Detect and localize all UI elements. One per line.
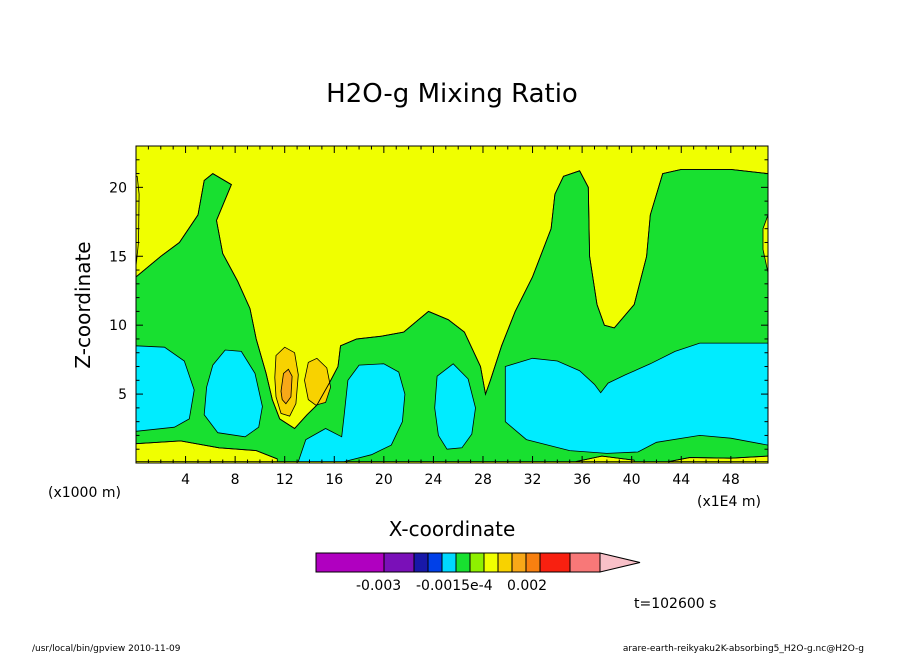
- colorbar-segment: [497, 552, 513, 573]
- x-tick-label: 48: [722, 472, 740, 488]
- orange-outer-cell-a-outline: [274, 346, 299, 417]
- x-axis-ticks: 4 8 12 16 20 24 28 32 36 40 44 48: [147, 146, 769, 488]
- contour-line-bottom-right: [575, 455, 635, 463]
- yellow-left-edge-patch-outline: [136, 175, 140, 266]
- cyan-region-center-right: [434, 363, 476, 450]
- x-tick-label: 8: [231, 472, 240, 488]
- x-tick-label: 36: [573, 472, 591, 488]
- contour-line-bottom-far-right: [668, 455, 768, 463]
- colorbar-segment: [539, 552, 571, 573]
- y-axis-title: Z-coordinate: [71, 241, 95, 368]
- yellow-bottom-left-band: [136, 440, 278, 462]
- x-tick-label: 28: [474, 472, 492, 488]
- cyan-region-left-outline: [136, 345, 195, 432]
- chart-title: H2O-g Mixing Ratio: [326, 79, 578, 109]
- x-tick-label: 44: [672, 472, 690, 488]
- yellow-right-edge-patch-outline: [762, 214, 768, 273]
- contour-fill-layer: [136, 168, 768, 463]
- cyan-region-center-right-outline: [434, 363, 476, 450]
- contour-line-top-yellow: [136, 168, 768, 430]
- y-tick-label: 20: [109, 180, 127, 196]
- colorbar-segment: [511, 552, 527, 573]
- footer-left-path: /usr/local/bin/gpview 2010-11-09: [32, 644, 181, 654]
- colorbar-segment: [427, 552, 443, 573]
- colorbar-segment: [469, 552, 485, 573]
- yellow-right-edge-patch: [763, 214, 768, 273]
- y-tick-label: 10: [109, 318, 127, 334]
- cyan-region-center: [298, 363, 405, 462]
- colorbar-segment: [383, 552, 415, 573]
- cyan-region-right: [505, 343, 768, 454]
- contour-line-bottom-left: [136, 440, 278, 460]
- x-axis-unit-label: (x1000 m): [48, 485, 121, 501]
- cyan-region-center-left-outline: [203, 349, 263, 438]
- y-tick-label: 5: [118, 387, 127, 403]
- colorbar-segment: [483, 552, 499, 573]
- cyan-region-center-outline: [297, 363, 406, 463]
- colorbar-segment: [455, 552, 471, 573]
- cyan-region-left: [136, 345, 195, 432]
- orange-outer-cell-b: [304, 358, 331, 406]
- x-tick-label: 24: [424, 472, 442, 488]
- orange-inner-cell: [281, 369, 293, 404]
- y-tick-label: 15: [109, 249, 127, 265]
- x-tick-label: 40: [623, 472, 641, 488]
- x-tick-label: 20: [375, 472, 393, 488]
- orange-outer-cell-b-outline: [304, 357, 332, 406]
- x-axis-title: X-coordinate: [389, 517, 516, 541]
- cyan-region-right-outline: [504, 342, 768, 454]
- cyan-region-center-left: [204, 350, 263, 437]
- contour-line-layer: [136, 168, 768, 463]
- colorbar-label-1: -0.003: [356, 578, 401, 594]
- colorbar: [315, 552, 641, 573]
- colorbar-segment: [315, 552, 385, 573]
- colorbar-segment: [569, 552, 601, 573]
- colorbar-labels: -0.003 -0.0015e-4 0.002: [356, 578, 547, 594]
- x-tick-label: 4: [181, 472, 190, 488]
- colorbar-segment: [441, 552, 457, 573]
- colorbar-extension-arrow: [599, 552, 641, 573]
- colorbar-label-3: 0.002: [507, 578, 547, 594]
- footer-right-file: arare-earth-reikyaku2K-absorbing5_H2O-g.…: [623, 644, 864, 654]
- y-axis-ticks: 5 10 15 20: [109, 159, 768, 450]
- colorbar-segment: [413, 552, 429, 573]
- orange-inner-cell-outline: [280, 368, 293, 405]
- colorbar-segment: [525, 552, 541, 573]
- x-tick-label: 12: [276, 472, 294, 488]
- x-tick-label: 16: [325, 472, 343, 488]
- x-tick-label: 32: [524, 472, 542, 488]
- colorbar-label-2: -0.0015e-4: [416, 578, 493, 594]
- plot-frame: [135, 145, 769, 464]
- x-axis-scale-note: (x1E4 m): [697, 494, 761, 510]
- time-label: t=102600 s: [634, 596, 716, 612]
